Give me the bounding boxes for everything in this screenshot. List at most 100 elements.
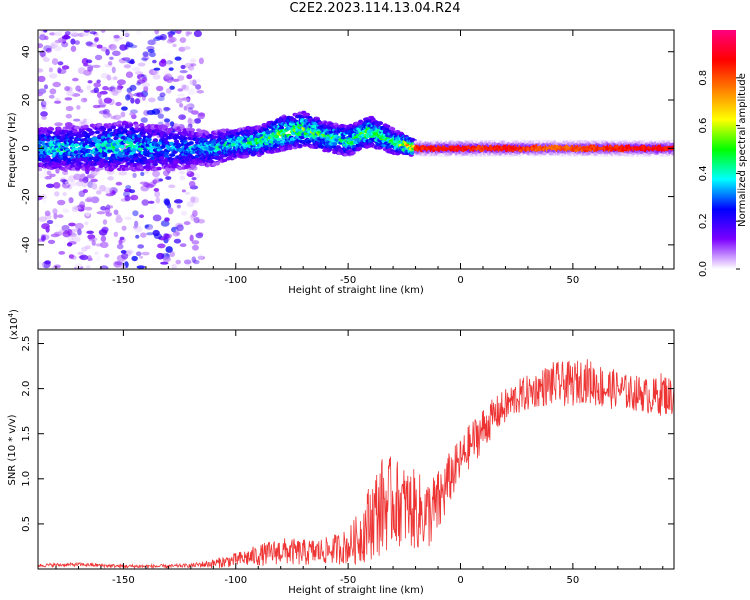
- spectrogram-noise-cell: [113, 260, 123, 268]
- spectrogram-noise-cell: [40, 100, 47, 108]
- spectrogram-noise-cell: [100, 30, 106, 33]
- spectrogram-noise-cell: [183, 221, 191, 226]
- spectrogram-noise-cell: [77, 67, 86, 75]
- spectrogram-noise-cell: [125, 71, 134, 78]
- spectrogram-ridge-cell: [162, 125, 168, 130]
- spectrogram-noise-cell: [135, 30, 142, 35]
- spectrogram-noise-cell: [68, 197, 74, 204]
- spectrogram-noise-cell: [167, 31, 176, 36]
- spectrogram-noise-cell: [190, 63, 197, 67]
- spectrogram-noise-cell: [68, 254, 75, 259]
- spectrogram-noise-cell: [57, 61, 64, 66]
- spectrogram-noise-cell: [132, 229, 138, 233]
- spectrogram-noise-cell: [55, 167, 60, 174]
- spectrogram-noise-cell: [61, 35, 71, 40]
- spectrogram-noise-cell: [104, 253, 110, 258]
- spectrogram-ridge-cell: [144, 151, 150, 155]
- spectrogram-noise-cell: [191, 244, 199, 251]
- spectrogram-noise-cell: [73, 206, 82, 210]
- spectrogram-ridge-cell: [390, 127, 396, 131]
- spectrogram-noise-cell: [135, 251, 142, 257]
- spectrogram-noise-cell: [195, 78, 202, 83]
- spectrogram-noise-cell: [140, 117, 148, 123]
- spectrogram-noise-cell: [122, 30, 131, 37]
- spectrogram-noise-cell: [40, 234, 46, 241]
- spectrogram-noise-cell: [153, 187, 160, 192]
- spectrogram-noise-cell: [167, 207, 174, 215]
- spectrogram-ridge-cell: [377, 121, 383, 126]
- spectrogram-ridge-cell: [220, 128, 227, 133]
- spectrogram-noise-cell: [165, 60, 171, 67]
- spectrogram-noise-cell: [117, 84, 123, 90]
- spectrogram-noise-cell: [69, 30, 78, 35]
- spectrogram-noise-cell: [53, 264, 61, 268]
- spectrogram-noise-cell: [192, 258, 198, 264]
- spectrogram-noise-cell: [64, 85, 71, 92]
- spectrogram-noise-cell: [85, 211, 91, 217]
- spectrogram-noise-cell: [91, 240, 96, 247]
- spectrogram-noise-cell: [101, 226, 109, 233]
- spectrogram-noise-cell: [38, 123, 41, 128]
- spectrogram-noise-cell: [124, 216, 132, 220]
- spectrogram-noise-cell: [125, 94, 131, 101]
- spectrogram-noise-cell: [113, 209, 119, 215]
- spectrogram-noise-cell: [105, 204, 111, 211]
- spectrogram-noise-cell: [52, 223, 60, 227]
- spectrogram-noise-cell: [193, 118, 202, 124]
- spectrogram-ridge-cell: [173, 139, 180, 144]
- spectrogram-noise-cell: [159, 92, 166, 98]
- spectrogram-noise-cell: [136, 92, 144, 98]
- spectrogram-noise-cell: [64, 48, 73, 52]
- spectrogram-noise-cell: [61, 224, 70, 232]
- spectrogram-noise-cell: [137, 244, 145, 249]
- spectrogram-noise-cell: [41, 116, 47, 120]
- spectrogram-noise-cell: [53, 45, 63, 52]
- spectrogram-noise-cell: [188, 180, 196, 188]
- spectrogram-noise-cell: [168, 36, 177, 43]
- spectrogram-noise-cell: [96, 211, 106, 215]
- spectrogram-noise-cell: [102, 113, 111, 119]
- spectrogram-noise-cell: [78, 89, 84, 94]
- spectrogram-noise-cell: [71, 236, 81, 243]
- spectrogram-noise-cell: [129, 84, 137, 91]
- spectrogram-noise-cell: [183, 259, 192, 265]
- spectrogram-noise-cell: [64, 97, 73, 101]
- spectrogram-noise-cell: [38, 75, 46, 83]
- spectrogram-noise-cell: [93, 171, 101, 176]
- spectrogram-ridge-cell: [107, 149, 113, 153]
- spectrogram-noise-cell: [197, 218, 206, 224]
- spectrogram-noise-cell: [100, 205, 107, 211]
- spectrogram-noise-cell: [108, 205, 114, 209]
- spectrogram-noise-cell: [87, 80, 93, 84]
- spectrogram-noise-cell: [134, 98, 141, 105]
- spectrogram-noise-cell: [185, 31, 190, 37]
- spectrogram-noise-cell: [160, 220, 170, 227]
- spectrogram-noise-cell: [181, 84, 187, 90]
- spectrogram-noise-cell: [140, 171, 145, 177]
- spectrogram-noise-cell: [191, 177, 197, 181]
- spectrogram-noise-cell: [197, 112, 206, 120]
- spectrogram-noise-cell: [119, 236, 125, 241]
- spectrogram-noise-cell: [137, 86, 145, 90]
- spectrogram-ridge-cell: [107, 128, 113, 132]
- spectrogram-noise-cell: [41, 223, 50, 230]
- spectrogram-noise-cell: [157, 243, 166, 249]
- spectrogram-noise-cell: [137, 62, 146, 67]
- spectrogram-noise-cell: [111, 89, 119, 96]
- spectrogram-ridge-cell: [385, 124, 391, 129]
- spectrogram-noise-cell: [100, 72, 109, 79]
- spectrogram-noise-cell: [153, 67, 161, 71]
- spectrogram-noise-cell: [83, 30, 91, 33]
- spectrogram-noise-cell: [118, 239, 123, 245]
- spectrogram-noise-cell: [197, 253, 204, 260]
- spectrogram-ridge-cell: [94, 168, 100, 172]
- spectrogram-noise-cell: [92, 104, 101, 109]
- spectrogram-noise-cell: [125, 41, 131, 47]
- spectrogram-noise-cell: [65, 105, 74, 112]
- spectrogram-noise-cell: [113, 114, 122, 120]
- spectrogram-noise-cell: [139, 214, 145, 219]
- spectrogram-noise-cell: [81, 173, 86, 179]
- spectrogram-noise-cell: [73, 173, 82, 180]
- spectrogram-noise-cell: [163, 106, 170, 112]
- spectrogram-noise-cell: [143, 182, 150, 188]
